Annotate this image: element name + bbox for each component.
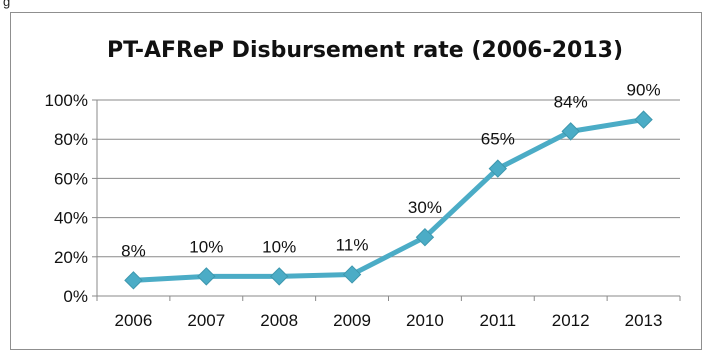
data-label: 84% bbox=[554, 92, 588, 111]
chart-title: PT-AFReP Disbursement rate (2006-2013) bbox=[107, 38, 623, 63]
x-axis: 2006 2007 2008 2009 2010 2011 2012 2013 bbox=[96, 100, 681, 330]
x-tick-label: 2010 bbox=[406, 311, 444, 330]
x-tick-label: 2008 bbox=[260, 311, 298, 330]
x-tick-label: 2011 bbox=[480, 311, 517, 330]
x-tick-label: 2007 bbox=[187, 311, 225, 330]
data-point bbox=[342, 265, 362, 284]
grid-lines bbox=[97, 99, 680, 258]
y-tick-label: 0% bbox=[63, 287, 88, 306]
data-label: 10% bbox=[189, 237, 223, 256]
y-tick-label: 100% bbox=[45, 91, 88, 110]
x-tick-label: 2009 bbox=[333, 311, 371, 330]
data-point bbox=[124, 271, 143, 290]
cropped-caption: g bbox=[3, 0, 11, 9]
chart-panel bbox=[10, 12, 702, 350]
data-label: 30% bbox=[408, 198, 442, 217]
x-tick-label: 2012 bbox=[552, 311, 590, 330]
data-label: 65% bbox=[481, 130, 515, 149]
y-tick-label: 60% bbox=[54, 169, 88, 188]
x-tick-label: 2006 bbox=[115, 311, 153, 330]
data-point bbox=[197, 267, 216, 286]
series-line bbox=[130, 117, 647, 283]
data-labels: 8% 10% 10% 11% 30% 65% 84% 90% bbox=[121, 81, 660, 261]
data-label: 10% bbox=[262, 237, 296, 256]
x-tick-label: 2013 bbox=[625, 311, 663, 330]
data-label: 8% bbox=[121, 241, 146, 260]
data-label: 11% bbox=[336, 235, 369, 254]
series-layer bbox=[124, 110, 653, 290]
data-point bbox=[415, 227, 435, 247]
y-tick-label: 20% bbox=[54, 248, 88, 267]
data-point bbox=[488, 159, 508, 178]
y-axis-ticks: 0% 20% 40% 60% 80% 100% bbox=[45, 91, 97, 306]
y-tick-label: 80% bbox=[54, 130, 88, 149]
y-tick-label: 40% bbox=[54, 209, 88, 228]
data-label: 90% bbox=[627, 81, 661, 100]
data-point bbox=[561, 122, 580, 141]
data-point bbox=[269, 267, 289, 286]
data-point bbox=[634, 110, 653, 129]
